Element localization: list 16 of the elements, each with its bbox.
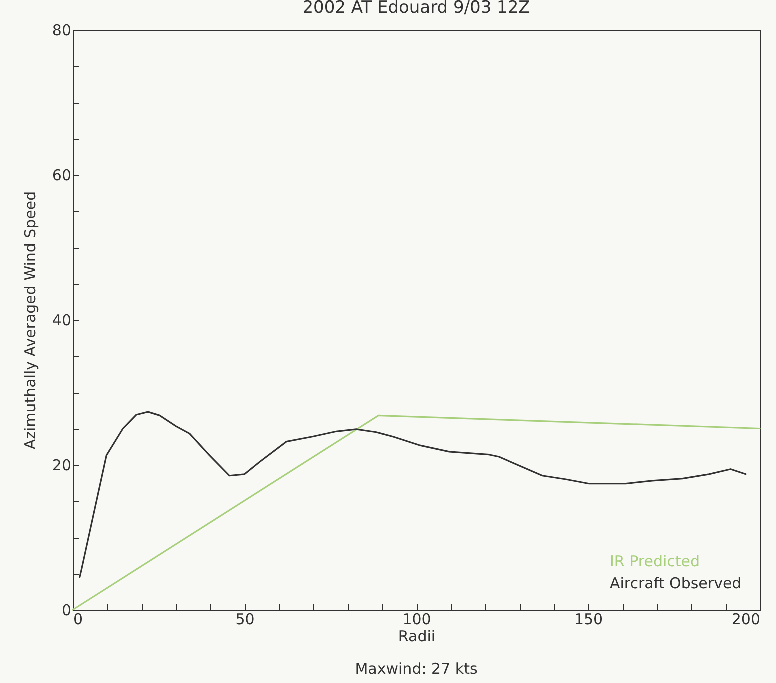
x-tick-label: 200 xyxy=(732,610,760,628)
text: Aircraft Observed xyxy=(610,574,742,592)
x-tick-label: 50 xyxy=(236,610,255,628)
y-tick-label: 60 xyxy=(52,166,72,184)
x-tick-label: 100 xyxy=(402,610,432,628)
x-tick-label: 150 xyxy=(574,610,604,628)
text: Maxwind: 27 kts xyxy=(355,660,478,678)
y-tick-label: 20 xyxy=(52,456,72,474)
line-series xyxy=(72,414,761,611)
text: IR Predicted xyxy=(610,552,700,570)
chart-title: 2002 AT Edouard 9/03 12Z xyxy=(302,0,530,18)
x-tick-label: 0 xyxy=(74,610,84,628)
y-tick-label: 40 xyxy=(52,312,72,330)
x-axis-title: Radii xyxy=(398,628,436,646)
y-axis-title: Azimuthally Averaged Wind Speed xyxy=(21,191,40,450)
y-tick-label: 80 xyxy=(52,22,72,40)
